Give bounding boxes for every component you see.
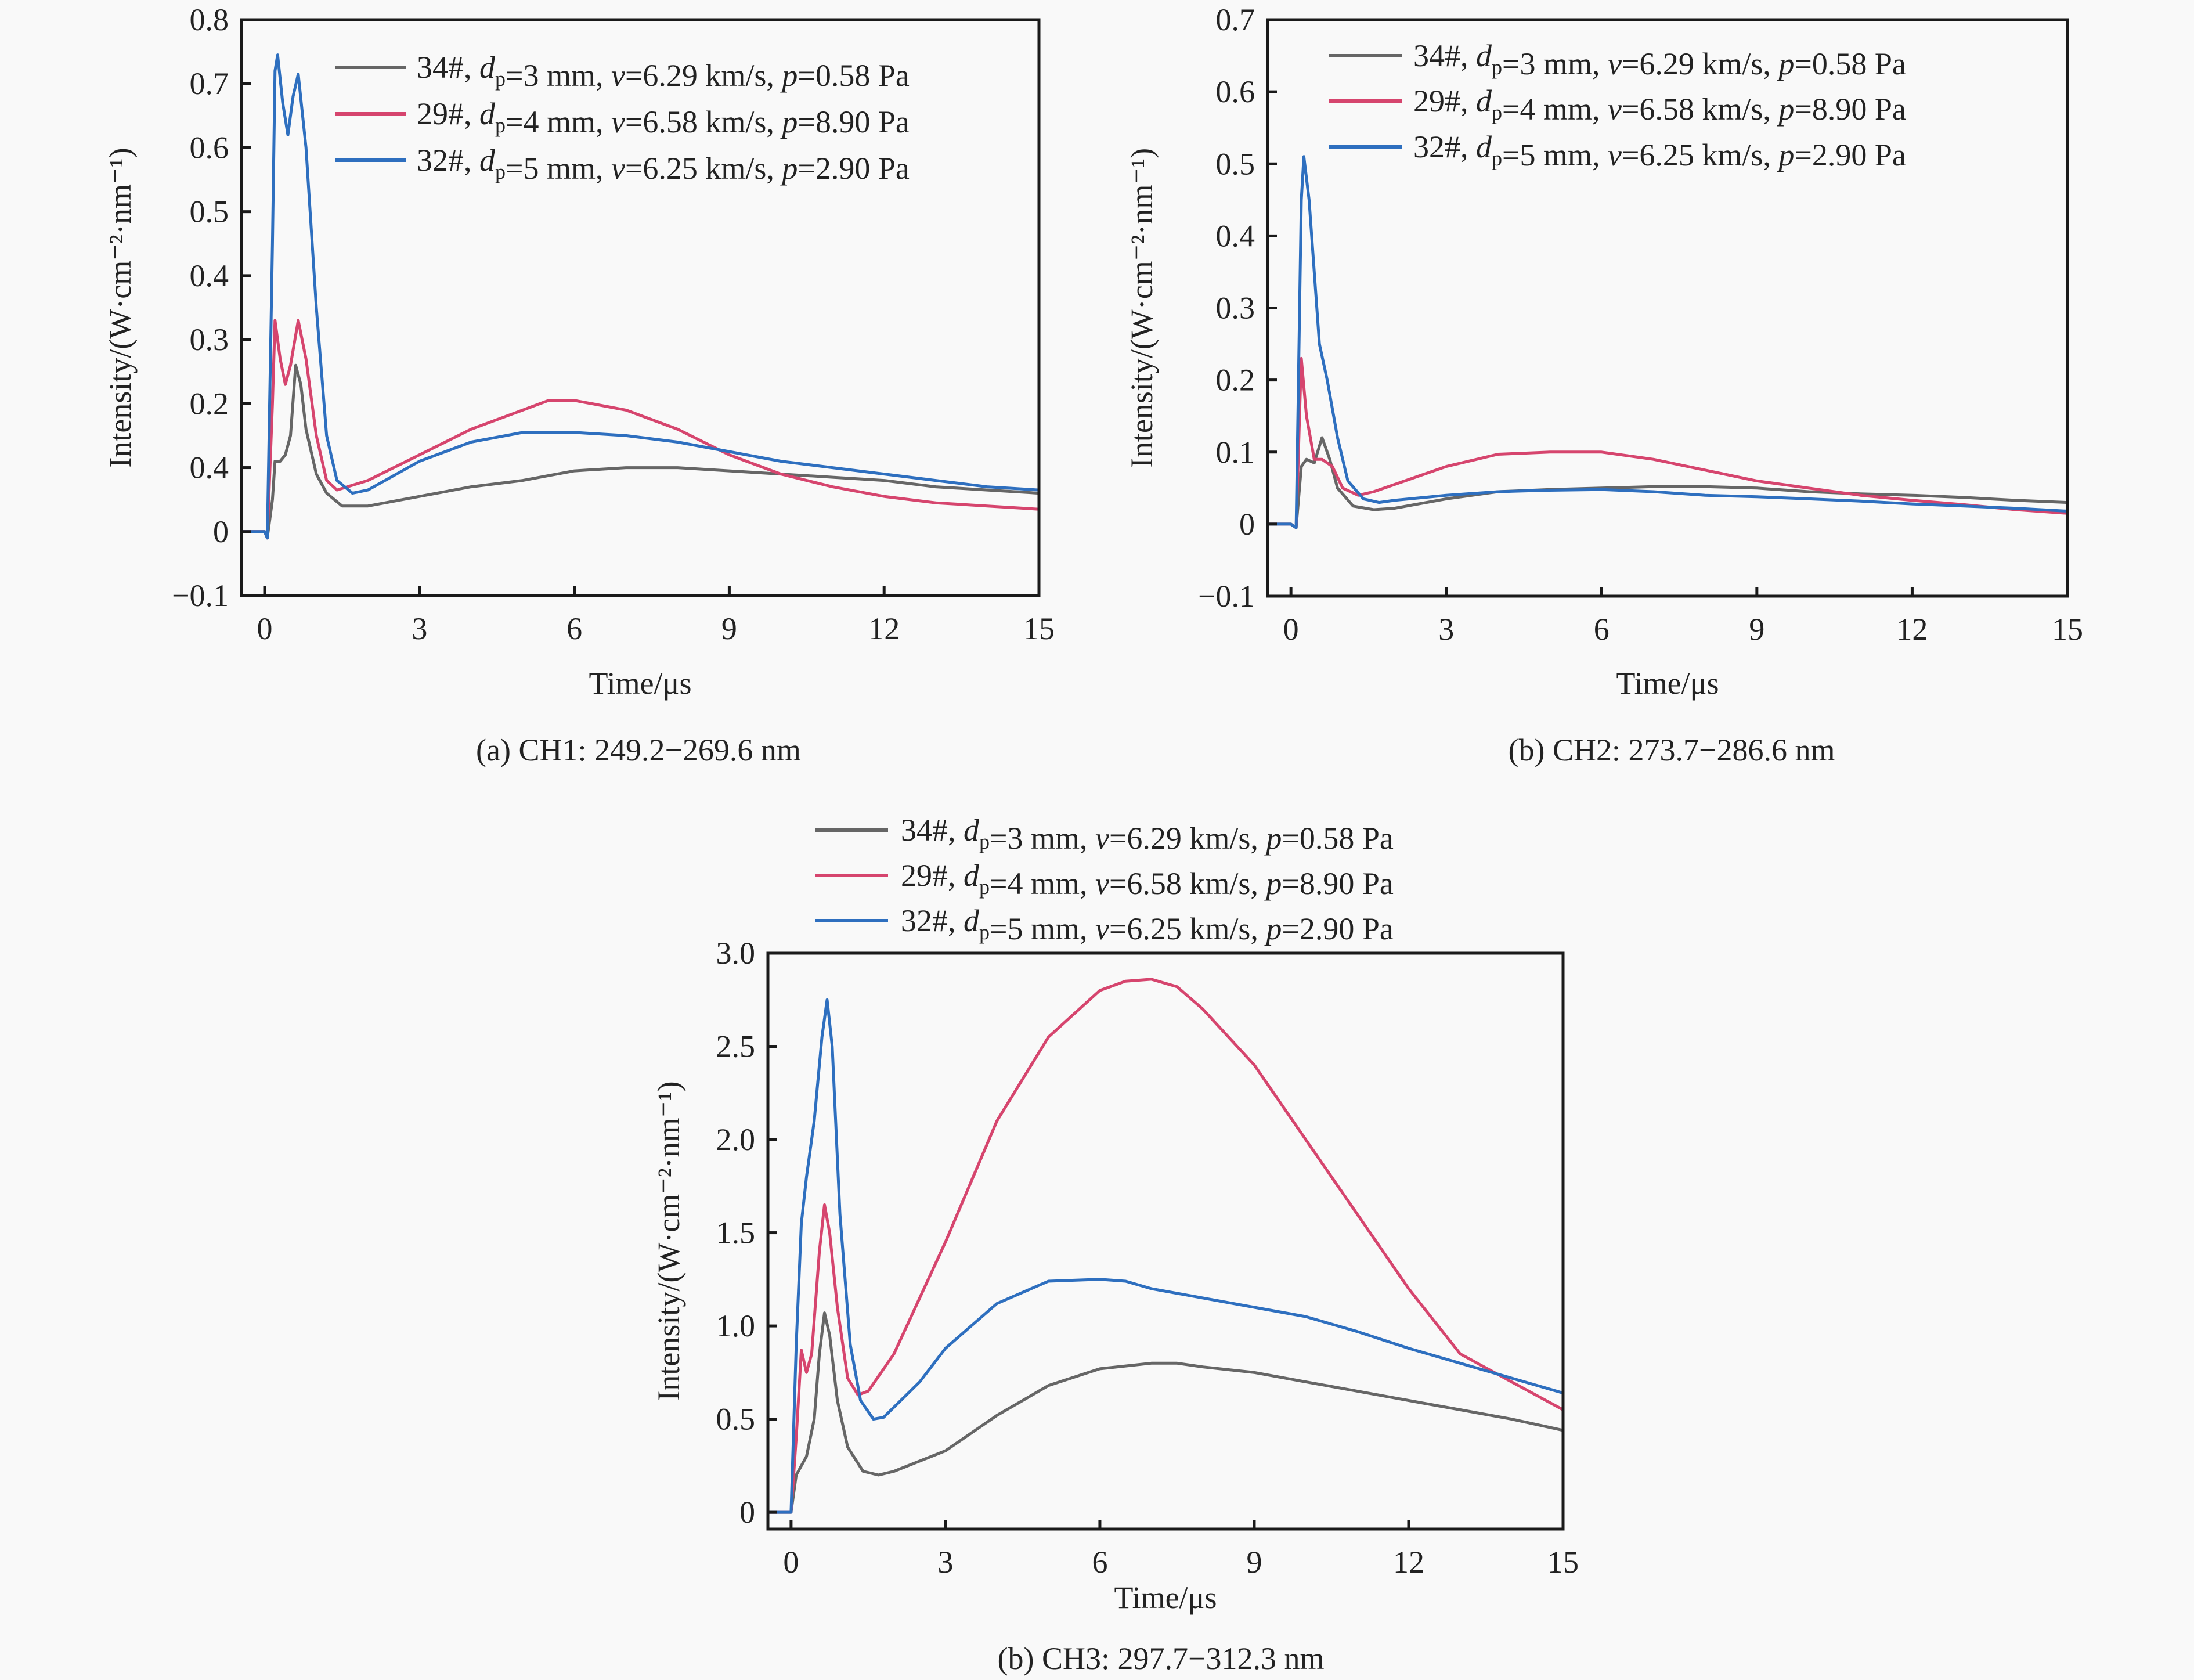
y-tick-label: −0.1: [172, 578, 229, 613]
x-tick-label: 12: [868, 611, 900, 646]
x-tick-label: 12: [1393, 1545, 1424, 1580]
y-tick-label: 0.5: [716, 1402, 756, 1437]
legend-label: 29#, dp=4 mm, v=6.58 km/s, p=8.90 Pa: [1413, 84, 1906, 127]
legend-label: 32#, dp=5 mm, v=6.25 km/s, p=2.90 Pa: [1413, 129, 1906, 172]
x-axis-ticks: 0 3 6 9 12 15: [1283, 587, 2083, 647]
x-tick-label: 6: [1594, 612, 1610, 647]
x-axis-title: Time/μs: [1114, 1580, 1217, 1615]
legend-label: 34#, dp=3 mm, v=6.29 km/s, p=0.58 Pa: [1413, 38, 1906, 81]
x-tick-label: 0: [1283, 612, 1299, 647]
x-tick-label: 0: [783, 1545, 799, 1580]
x-tick-label: 3: [937, 1545, 953, 1580]
x-tick-label: 9: [1749, 612, 1764, 647]
legend-item-34: 34#, dp=3 mm, v=6.29 km/s, p=0.58 Pa: [1329, 38, 1906, 81]
series-line-29: [240, 319, 1041, 540]
panel-ch3: 0 3 6 9 12 15 0 0.5 1.0 1.5 2.0 2.5 3.0 Time/μs Int…: [651, 813, 1579, 1676]
x-tick-label: 12: [1896, 612, 1928, 647]
legend: 34#, dp=3 mm, v=6.29 km/s, p=0.58 Pa29#,…: [1329, 38, 1906, 172]
y-tick-label: 0: [739, 1495, 755, 1530]
y-tick-label: 0: [1239, 507, 1255, 542]
series-lines: [766, 978, 1565, 1514]
series-line-32: [766, 998, 1565, 1514]
y-tick-label: 0.5: [1216, 146, 1255, 181]
y-tick-label: 0.7: [1216, 2, 1255, 37]
y-tick-label: 0.4: [190, 450, 229, 485]
y-tick-label: 0.3: [1216, 291, 1255, 326]
y-axis-ticks: 0 0.5 1.0 1.5 2.0 2.5 3.0: [716, 936, 777, 1530]
y-tick-label: 0.6: [190, 130, 229, 165]
legend-item-34: 34#, dp=3 mm, v=6.29 km/s, p=0.58 Pa: [335, 50, 910, 93]
x-tick-label: 6: [1092, 1545, 1107, 1580]
legend-item-32: 32#, dp=5 mm, v=6.25 km/s, p=2.90 Pa: [815, 903, 1394, 946]
y-tick-label: 1.5: [716, 1216, 756, 1250]
y-tick-label: 0.6: [1216, 74, 1255, 109]
legend-label: 34#, dp=3 mm, v=6.29 km/s, p=0.58 Pa: [901, 813, 1394, 856]
panel-ch1: 0 3 6 9 12 15 −0.1 0 0.4 0.2 0.3 0.4 0.5 0.6 0.7 0.8 T…: [103, 2, 1055, 767]
plot-frame: [240, 18, 1041, 597]
y-tick-label: 0.8: [190, 2, 229, 37]
x-tick-label: 0: [257, 611, 273, 646]
y-tick-label: 0.4: [1216, 218, 1255, 253]
series-line-29: [1266, 356, 2069, 529]
x-tick-label: 9: [1246, 1545, 1262, 1580]
legend-item-29: 29#, dp=4 mm, v=6.58 km/s, p=8.90 Pa: [335, 96, 910, 139]
panel-caption: (b) CH3: 297.7−312.3 nm: [998, 1641, 1325, 1676]
y-tick-label: 3.0: [716, 936, 756, 971]
x-tick-label: 3: [1438, 612, 1454, 647]
x-axis-ticks: 0 3 6 9 12 15: [783, 1520, 1579, 1580]
y-tick-label: −0.1: [1198, 579, 1255, 614]
y-tick-label: 0.7: [190, 66, 229, 101]
legend: 34#, dp=3 mm, v=6.29 km/s, p=0.58 Pa29#,…: [815, 813, 1394, 946]
legend-item-29: 29#, dp=4 mm, v=6.58 km/s, p=8.90 Pa: [1329, 84, 1906, 127]
y-tick-label: 0.2: [1216, 363, 1255, 398]
y-tick-label: 0.2: [190, 386, 229, 421]
legend-label: 29#, dp=4 mm, v=6.58 km/s, p=8.90 Pa: [901, 858, 1394, 901]
panel-caption: (b) CH2: 273.7−286.6 nm: [1509, 733, 1835, 767]
y-axis-title: Intensity/(W·cm⁻²·nm⁻¹): [103, 147, 138, 467]
y-tick-label: 1.0: [716, 1308, 756, 1343]
x-tick-label: 3: [412, 611, 427, 646]
x-tick-label: 15: [1547, 1545, 1579, 1580]
series-line-34: [240, 363, 1041, 540]
y-tick-label: 2.0: [716, 1122, 756, 1157]
x-tick-label: 15: [1023, 611, 1055, 646]
legend-item-32: 32#, dp=5 mm, v=6.25 km/s, p=2.90 Pa: [1329, 129, 1906, 172]
series-lines: [240, 53, 1041, 540]
y-axis-ticks: −0.1 0 0.1 0.2 0.3 0.4 0.5 0.6 0.7: [1198, 2, 1277, 614]
x-axis-ticks: 0 3 6 9 12 15: [257, 586, 1055, 646]
y-tick-label: 2.5: [716, 1029, 756, 1064]
legend-item-34: 34#, dp=3 mm, v=6.29 km/s, p=0.58 Pa: [815, 813, 1394, 856]
series-lines: [1266, 155, 2069, 529]
y-tick-label: 0.1: [1216, 435, 1255, 470]
series-line-29: [766, 978, 1565, 1514]
panel-caption: (a) CH1: 249.2−269.6 nm: [476, 733, 801, 767]
legend-item-29: 29#, dp=4 mm, v=6.58 km/s, p=8.90 Pa: [815, 858, 1394, 901]
series-line-32: [240, 53, 1041, 540]
panel-ch2: 0 3 6 9 12 15 −0.1 0 0.1 0.2 0.3 0.4 0.5 0.6 0.7 Time…: [1124, 2, 2083, 767]
y-tick-label: 0.4: [190, 258, 229, 293]
x-tick-label: 6: [566, 611, 582, 646]
legend-label: 29#, dp=4 mm, v=6.58 km/s, p=8.90 Pa: [417, 96, 910, 139]
y-axis-title: Intensity/(W·cm⁻²·nm⁻¹): [1124, 148, 1159, 468]
legend: 34#, dp=3 mm, v=6.29 km/s, p=0.58 Pa29#,…: [335, 50, 910, 186]
x-tick-label: 9: [721, 611, 737, 646]
series-line-32: [1266, 155, 2069, 529]
series-line-34: [766, 1311, 1565, 1514]
y-axis-title: Intensity/(W·cm⁻²·nm⁻¹): [651, 1081, 686, 1401]
legend-item-32: 32#, dp=5 mm, v=6.25 km/s, p=2.90 Pa: [335, 143, 910, 186]
x-tick-label: 15: [2052, 612, 2083, 647]
plot-frame: [766, 951, 1565, 1531]
legend-label: 32#, dp=5 mm, v=6.25 km/s, p=2.90 Pa: [417, 143, 910, 186]
y-tick-label: 0.3: [190, 322, 229, 357]
y-tick-label: 0.5: [190, 194, 229, 229]
x-axis-title: Time/μs: [1616, 666, 1719, 701]
x-axis-title: Time/μs: [589, 666, 691, 701]
y-tick-label: 0: [213, 514, 229, 549]
y-axis-ticks: −0.1 0 0.4 0.2 0.3 0.4 0.5 0.6 0.7 0.8: [172, 2, 251, 613]
legend-label: 32#, dp=5 mm, v=6.25 km/s, p=2.90 Pa: [901, 903, 1394, 946]
legend-label: 34#, dp=3 mm, v=6.29 km/s, p=0.58 Pa: [417, 50, 910, 93]
